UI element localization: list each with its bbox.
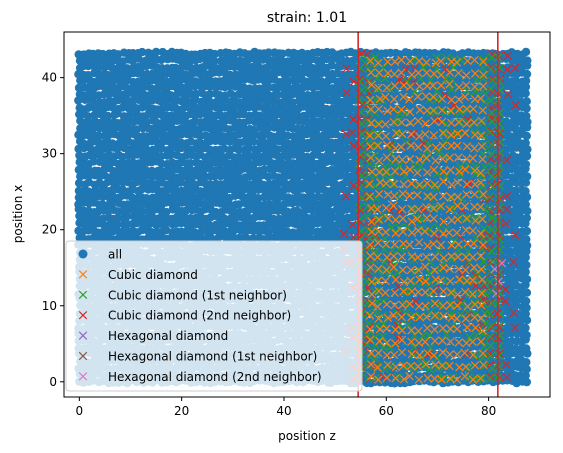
point-all: [249, 200, 258, 209]
point-all: [429, 336, 438, 346]
point-all: [521, 160, 531, 169]
point-all: [123, 200, 132, 209]
point-all: [522, 260, 531, 270]
point-all: [522, 377, 531, 387]
point-all: [522, 226, 532, 236]
point-all: [521, 296, 531, 306]
point-all: [147, 166, 156, 175]
point-all: [375, 316, 384, 325]
point-all: [522, 358, 531, 367]
point-all: [244, 205, 253, 215]
point-all: [327, 186, 336, 195]
point-all: [162, 226, 171, 235]
point-all: [521, 267, 530, 277]
point-all: [293, 206, 302, 215]
point-all: [128, 193, 137, 202]
point-all: [521, 200, 530, 209]
point-all: [516, 206, 526, 215]
point-all: [181, 206, 191, 215]
point-all: [292, 180, 302, 189]
point-all: [400, 214, 409, 223]
point-all: [249, 233, 258, 243]
point-all: [521, 47, 531, 57]
point-all: [522, 111, 531, 121]
point-all: [337, 234, 346, 243]
point-all: [317, 205, 326, 215]
point-all: [288, 213, 297, 222]
point-all: [137, 206, 147, 216]
point-all: [84, 187, 93, 196]
point-all: [522, 330, 531, 340]
point-all: [522, 316, 532, 325]
point-all: [511, 344, 520, 354]
point-all: [264, 227, 273, 236]
point-all: [161, 187, 171, 196]
point-all: [522, 303, 531, 312]
point-all: [516, 213, 525, 222]
point-all: [522, 365, 531, 374]
point-all: [521, 187, 530, 196]
point-all: [234, 173, 244, 183]
point-all: [113, 213, 122, 223]
point-all: [380, 378, 390, 387]
point-all: [283, 207, 292, 216]
point-all: [200, 199, 209, 209]
point-all: [225, 159, 234, 168]
point-all: [439, 180, 448, 189]
chart-title: strain: 1.01: [267, 10, 347, 26]
point-all: [89, 157, 98, 166]
point-all: [522, 344, 531, 353]
point-all: [331, 180, 341, 189]
point-all: [162, 207, 171, 217]
point-all: [424, 207, 433, 216]
point-all: [522, 213, 531, 223]
point-all: [239, 185, 248, 195]
point-all: [521, 323, 530, 333]
point-all: [273, 179, 283, 188]
point-all: [186, 200, 195, 209]
point-all: [195, 159, 205, 169]
point-all: [521, 371, 530, 380]
point-all: [93, 166, 103, 176]
point-all: [522, 241, 532, 250]
point-all: [205, 221, 214, 230]
point-all: [522, 97, 531, 106]
point-all: [225, 200, 234, 210]
point-all: [176, 173, 186, 182]
point-all: [293, 220, 302, 229]
point-all: [523, 206, 532, 216]
point-all: [409, 281, 419, 291]
point-all: [522, 288, 532, 297]
point-all: [220, 214, 229, 223]
point-all: [522, 275, 532, 284]
point-all: [118, 158, 127, 168]
point-all: [307, 192, 317, 201]
point-all: [157, 166, 166, 176]
point-all: [472, 316, 482, 326]
point-all: [142, 194, 151, 203]
point-all: [522, 235, 531, 244]
point-all: [190, 228, 200, 237]
point-all: [522, 172, 532, 181]
point-all: [293, 173, 302, 182]
point-all: [511, 200, 521, 209]
point-all: [98, 200, 107, 209]
